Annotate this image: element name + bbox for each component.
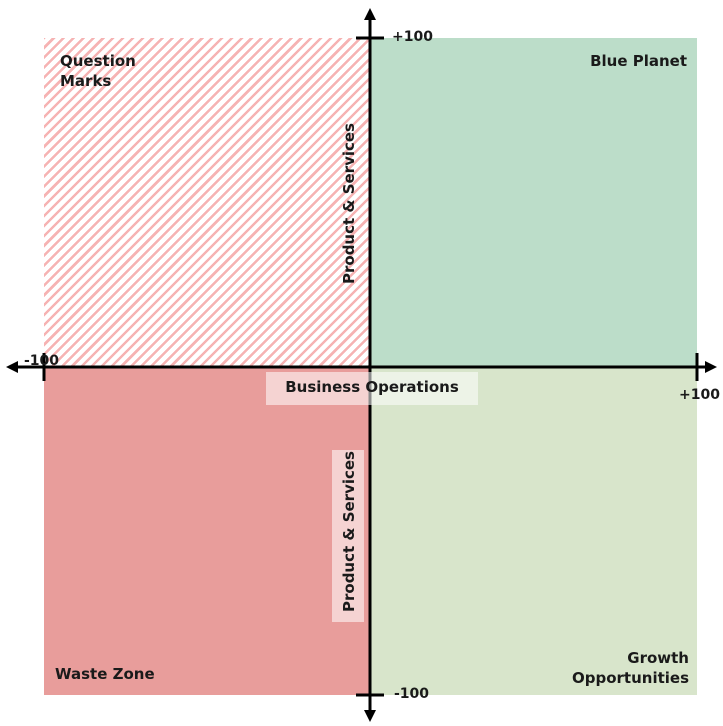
x-axis-left-arrow	[6, 361, 18, 373]
quadrant-question-marks	[44, 38, 370, 367]
x-axis-label-box	[266, 372, 478, 405]
y-axis-label-lower-box	[332, 450, 364, 622]
x-axis-label: Business Operations	[285, 378, 459, 396]
y-axis-label-upper: Product & Services	[340, 123, 358, 284]
label-growth-opportunities: Growth Opportunities	[571, 649, 689, 687]
quadrant-waste-zone	[44, 367, 370, 695]
y-min-label: -100	[394, 686, 430, 702]
label-blue-planet: Blue Planet	[590, 52, 687, 70]
label-waste-zone: Waste Zone	[55, 665, 155, 683]
quadrant-growth-opportunities	[370, 367, 697, 695]
label-question-marks: Question Marks	[60, 52, 136, 90]
x-max-label: +100	[679, 387, 720, 403]
x-min-label: -100	[24, 353, 60, 369]
x-axis-right-arrow	[705, 361, 717, 373]
y-max-label: +100	[392, 29, 433, 45]
quadrant-blue-planet	[370, 38, 697, 367]
y-axis-bottom-arrow	[364, 710, 376, 722]
y-axis-top-arrow	[364, 8, 376, 20]
y-axis-label-lower: Product & Services	[340, 451, 358, 612]
